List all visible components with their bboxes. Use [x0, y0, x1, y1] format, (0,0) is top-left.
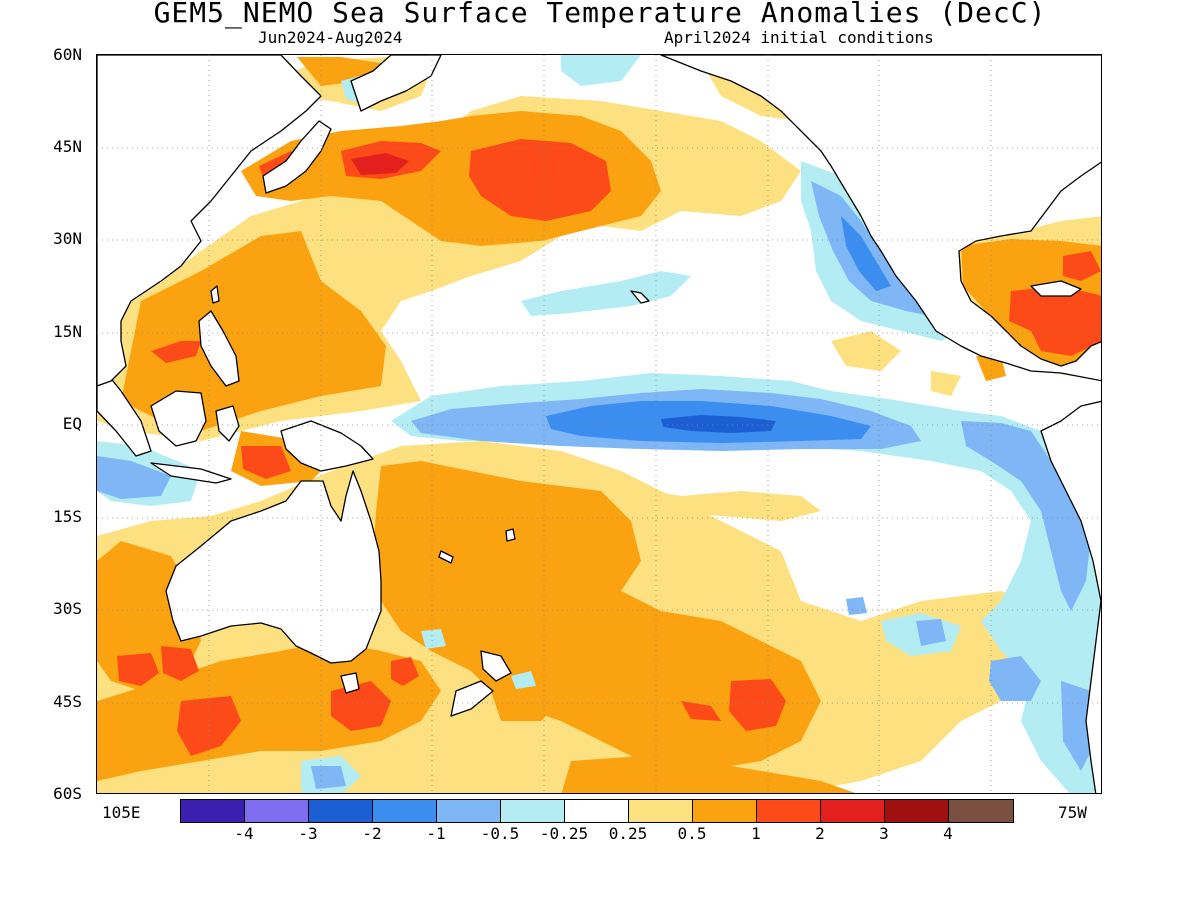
colorbar-label-6: 0.25 — [608, 824, 648, 843]
colorbar-label-9: 2 — [815, 824, 825, 843]
map-title: GEM5_NEMO Sea Surface Temperature Anomal… — [153, 0, 1047, 29]
lat-label-15s: 15S — [53, 507, 82, 526]
colorbar-swatch-0 — [181, 800, 245, 822]
sumatra — [97, 360, 152, 457]
lat-label-60n: 60N — [53, 45, 82, 64]
new-zealand-north — [480, 650, 512, 682]
colorbar-label-4: -0.5 — [480, 824, 520, 843]
graticule — [97, 55, 1101, 793]
colorbar-swatch-6 — [565, 800, 629, 822]
new-caledonia — [438, 550, 454, 564]
colorbar-legend — [180, 799, 1014, 823]
anomaly-layer-strong-warm — [117, 55, 1101, 756]
colorbar-swatch-10 — [821, 800, 885, 822]
lon-label-75w: 75W — [1058, 803, 1087, 822]
lon-label-105e: 105E — [102, 803, 141, 822]
colorbar-label-11: 4 — [943, 824, 953, 843]
taiwan — [210, 285, 220, 304]
fiji — [505, 528, 516, 542]
colorbar-label-0: -4 — [234, 824, 254, 843]
coastlines — [97, 55, 1101, 793]
asia-mainland — [97, 55, 322, 387]
initial-conditions: April2024 initial conditions — [664, 28, 934, 47]
new-guinea — [280, 420, 374, 472]
colorbar-swatch-11 — [885, 800, 949, 822]
cuba — [1030, 280, 1082, 297]
forecast-period: Jun2024-Aug2024 — [258, 28, 403, 47]
lat-label-60s: 60S — [53, 784, 82, 803]
colorbar-label-7: 0.5 — [677, 824, 707, 843]
colorbar-label-2: -2 — [362, 824, 382, 843]
colorbar-swatch-1 — [245, 800, 309, 822]
colorbar-label-5: -0.25 — [539, 824, 589, 843]
lat-label-45s: 45S — [53, 692, 82, 711]
colorbar-label-10: 3 — [879, 824, 889, 843]
colorbar-swatch-8 — [693, 800, 757, 822]
philippines — [198, 310, 240, 387]
kamchatka — [350, 55, 442, 112]
north-america — [660, 55, 1101, 382]
sulawesi — [215, 405, 240, 442]
anomaly-layer-very-strong-cool — [661, 415, 776, 433]
anomaly-layer-very-strong-warm — [351, 153, 409, 175]
new-zealand-south — [450, 680, 494, 717]
lat-label-eq: EQ — [62, 414, 82, 433]
colorbar-swatch-3 — [373, 800, 437, 822]
colorbar-swatch-4 — [437, 800, 501, 822]
colorbar-swatch-2 — [309, 800, 373, 822]
lat-label-15n: 15N — [53, 322, 82, 341]
colorbar-swatch-5 — [501, 800, 565, 822]
borneo — [150, 390, 207, 447]
colorbar-swatch-9 — [757, 800, 821, 822]
java — [150, 462, 232, 484]
south-america — [1040, 400, 1101, 793]
tasmania — [340, 672, 360, 694]
colorbar-label-8: 1 — [751, 824, 761, 843]
hawaii — [630, 290, 650, 304]
lat-label-30n: 30N — [53, 229, 82, 248]
japan — [262, 120, 332, 194]
colorbar-label-1: -3 — [298, 824, 318, 843]
colorbar-swatch-7 — [629, 800, 693, 822]
colorbar-label-3: -1 — [426, 824, 446, 843]
lat-label-30s: 30S — [53, 599, 82, 618]
lat-label-45n: 45N — [53, 137, 82, 156]
colorbar-swatch-12 — [949, 800, 1013, 822]
sst-anomaly-map — [96, 54, 1102, 794]
australia-landmass — [165, 470, 382, 664]
